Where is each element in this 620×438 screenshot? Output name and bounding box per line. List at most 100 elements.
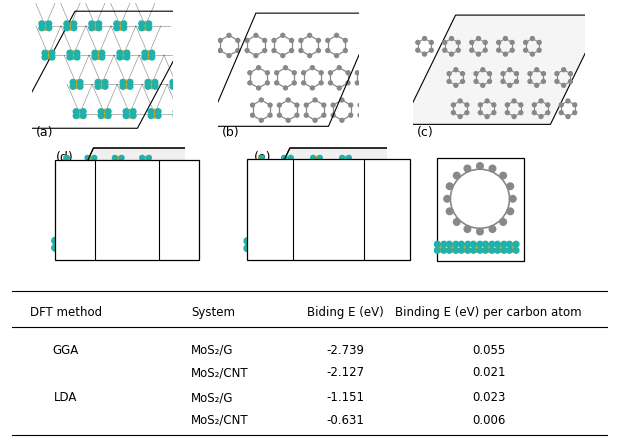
Circle shape: [573, 104, 577, 108]
Circle shape: [500, 173, 507, 180]
Circle shape: [352, 226, 356, 231]
Circle shape: [124, 55, 130, 61]
Circle shape: [321, 207, 324, 210]
Circle shape: [322, 114, 326, 118]
Circle shape: [282, 207, 285, 210]
Circle shape: [555, 80, 559, 84]
Circle shape: [319, 72, 323, 75]
Circle shape: [142, 191, 147, 196]
Circle shape: [133, 209, 136, 213]
Circle shape: [347, 161, 352, 166]
Circle shape: [353, 243, 356, 246]
Circle shape: [275, 72, 278, 75]
Circle shape: [373, 82, 377, 86]
Circle shape: [283, 241, 292, 251]
Circle shape: [170, 85, 175, 90]
Circle shape: [186, 238, 192, 244]
Circle shape: [286, 119, 290, 123]
Polygon shape: [402, 16, 604, 125]
Circle shape: [292, 72, 296, 75]
Circle shape: [265, 72, 269, 75]
Circle shape: [108, 236, 111, 240]
Circle shape: [299, 49, 303, 53]
Circle shape: [394, 241, 403, 251]
Circle shape: [289, 190, 292, 193]
Circle shape: [354, 210, 358, 213]
Circle shape: [381, 231, 386, 236]
Circle shape: [144, 245, 151, 251]
Text: GGA: GGA: [53, 343, 79, 356]
Circle shape: [131, 110, 136, 115]
Circle shape: [173, 110, 179, 115]
Circle shape: [142, 51, 148, 57]
Circle shape: [294, 180, 298, 184]
Circle shape: [124, 231, 129, 236]
Circle shape: [330, 238, 337, 245]
Circle shape: [450, 38, 453, 41]
Circle shape: [148, 114, 154, 119]
Circle shape: [113, 216, 117, 220]
Circle shape: [372, 243, 376, 246]
Circle shape: [342, 191, 347, 196]
Circle shape: [169, 191, 174, 196]
Circle shape: [325, 245, 332, 252]
Circle shape: [435, 248, 440, 254]
Circle shape: [453, 173, 460, 180]
Circle shape: [254, 34, 258, 38]
Circle shape: [464, 166, 471, 172]
Circle shape: [148, 243, 151, 246]
Circle shape: [319, 82, 323, 86]
Circle shape: [127, 190, 130, 194]
Circle shape: [250, 104, 254, 108]
Circle shape: [313, 193, 317, 196]
Circle shape: [331, 114, 335, 118]
Circle shape: [531, 53, 534, 57]
Circle shape: [265, 82, 269, 86]
Circle shape: [103, 241, 112, 250]
Circle shape: [174, 245, 180, 251]
Circle shape: [360, 191, 365, 196]
Circle shape: [314, 243, 317, 246]
Circle shape: [176, 241, 185, 250]
Circle shape: [283, 67, 288, 71]
Circle shape: [64, 161, 69, 166]
Circle shape: [133, 216, 136, 220]
Circle shape: [328, 196, 332, 200]
Circle shape: [316, 226, 321, 231]
Circle shape: [361, 238, 368, 245]
Circle shape: [348, 205, 353, 209]
Circle shape: [446, 184, 453, 190]
Circle shape: [355, 238, 361, 245]
Circle shape: [312, 245, 319, 252]
Circle shape: [446, 248, 452, 254]
Circle shape: [41, 22, 50, 31]
Circle shape: [389, 205, 393, 209]
Circle shape: [381, 209, 385, 214]
Circle shape: [479, 104, 482, 108]
Circle shape: [150, 110, 159, 119]
Circle shape: [254, 55, 258, 58]
Circle shape: [344, 192, 352, 200]
Circle shape: [260, 190, 264, 193]
Circle shape: [288, 205, 292, 209]
Circle shape: [316, 231, 321, 236]
Circle shape: [379, 245, 386, 252]
Circle shape: [61, 180, 65, 183]
Circle shape: [474, 73, 478, 76]
Circle shape: [95, 190, 99, 194]
Circle shape: [167, 206, 170, 209]
Circle shape: [260, 209, 264, 214]
Text: (d): (d): [56, 150, 73, 163]
Circle shape: [319, 184, 322, 187]
Text: MoS₂/CNT: MoS₂/CNT: [191, 413, 249, 426]
Circle shape: [328, 246, 332, 249]
Circle shape: [149, 245, 156, 251]
Circle shape: [85, 156, 90, 161]
Circle shape: [319, 190, 322, 193]
Circle shape: [146, 227, 154, 235]
Circle shape: [153, 80, 158, 86]
Circle shape: [128, 85, 133, 90]
Circle shape: [441, 242, 447, 247]
Circle shape: [289, 184, 292, 187]
Circle shape: [337, 87, 341, 91]
